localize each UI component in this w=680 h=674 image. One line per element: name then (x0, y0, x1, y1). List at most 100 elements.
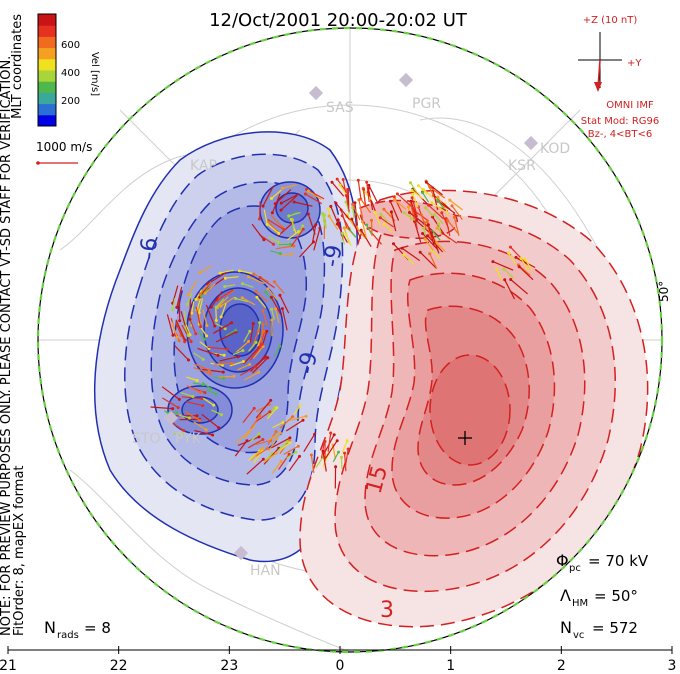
velocity-vector (194, 429, 213, 436)
velocity-vector-origin (264, 290, 268, 294)
velocity-vector (504, 279, 516, 300)
phi-pc-stat: Φ pc = 70 kV (556, 551, 649, 574)
velocity-vector-origin (298, 404, 302, 408)
velocity-vector-origin (426, 234, 430, 238)
contour-label-neg9-b: -9 (294, 350, 322, 376)
velocity-vector-origin (291, 415, 295, 419)
velocity-vector (198, 307, 201, 323)
velocity-vector (422, 233, 439, 251)
velocity-vector (197, 330, 205, 340)
velocity-vector (266, 220, 278, 232)
station-kod: KOD (540, 141, 570, 157)
velocity-vector-origin (334, 465, 338, 469)
velocity-vector (180, 392, 194, 398)
velocity-vector-origin (421, 191, 425, 195)
verification-note: NOTE: FOR PREVIEW PURPOSES ONLY. PLEASE … (0, 56, 14, 636)
velocity-vector-origin (346, 447, 350, 451)
velocity-vectors (150, 177, 536, 489)
velocity-vector-origin (287, 452, 291, 456)
velocity-vector (249, 323, 254, 343)
velocity-vector (243, 347, 260, 365)
velocity-vector-origin (343, 451, 347, 455)
velocity-vector-origin (353, 201, 357, 205)
velocity-vector (358, 199, 364, 219)
velocity-vector-origin (194, 298, 198, 301)
colorbar-segment (38, 81, 56, 93)
velocity-vector-origin (241, 349, 245, 352)
velocity-vector (248, 342, 257, 352)
velocity-vector (396, 193, 413, 208)
velocity-vector-origin (342, 226, 346, 230)
contour-label-neg9-a: -9 (319, 243, 347, 269)
velocity-vector (236, 431, 250, 443)
velocity-vector (185, 323, 191, 336)
velocity-vector-origin (344, 194, 348, 197)
x-tick-label: 21 (0, 658, 17, 674)
velocity-vector (187, 292, 193, 305)
velocity-vector (345, 195, 350, 212)
velocity-vector-origin (367, 183, 371, 187)
velocity-vector (363, 189, 367, 207)
velocity-vector (380, 213, 390, 224)
velocity-vector-origin (258, 414, 262, 418)
velocity-vector (186, 385, 201, 393)
velocity-vector-origin (183, 340, 187, 344)
velocity-vector (264, 452, 277, 463)
velocity-vector (267, 218, 285, 231)
velocity-vector (219, 269, 234, 274)
velocity-vector-origin (261, 322, 265, 326)
velocity-vector-origin (209, 305, 213, 309)
velocity-vector (172, 285, 179, 304)
station-markers (163, 72, 539, 561)
velocity-vector-origin (407, 211, 411, 214)
velocity-vector (271, 437, 291, 449)
velocity-vector-origin (318, 226, 322, 230)
velocity-vector-origin (507, 251, 511, 255)
velocity-vector (345, 233, 352, 246)
velocity-vector-origin (213, 324, 217, 328)
velocity-vector-origin (409, 181, 412, 185)
velocity-vector (441, 212, 450, 229)
velocity-vector (279, 442, 291, 451)
velocity-vector (199, 341, 210, 349)
velocity-vector-origin (211, 433, 215, 437)
velocity-vector-origin (314, 223, 318, 227)
velocity-vector-origin (427, 203, 431, 207)
velocity-vector (251, 357, 269, 374)
velocity-vector (215, 331, 237, 343)
station-sas: SAS (326, 100, 354, 116)
velocity-vector (172, 298, 176, 310)
velocity-vector-origin (178, 319, 182, 323)
velocity-vector (268, 438, 278, 452)
velocity-vector-origin (452, 215, 456, 219)
velocity-vector-origin (171, 308, 175, 312)
velocity-vector-origin (220, 413, 223, 417)
velocity-vector-origin (247, 430, 251, 434)
velocity-vector (520, 258, 530, 271)
velocity-vector-origin (258, 276, 262, 280)
velocity-vector (315, 456, 324, 469)
velocity-vector (341, 215, 351, 231)
velocity-vector-origin (303, 192, 307, 196)
velocity-vector (255, 400, 272, 419)
velocity-vector-origin (416, 184, 420, 188)
colorbar-segment (38, 92, 56, 105)
velocity-vector-origin (268, 410, 272, 414)
velocity-vector-origin (382, 222, 386, 226)
velocity-vector-origin (402, 211, 406, 215)
velocity-vector (303, 433, 316, 453)
velocity-vector (210, 291, 223, 308)
velocity-vector-origin (223, 276, 227, 280)
velocity-vector-origin (495, 267, 499, 271)
velocity-vector (195, 306, 202, 327)
velocity-vector (518, 266, 534, 281)
velocity-vector (356, 227, 367, 240)
velocity-vector-origin (423, 237, 427, 241)
velocity-vector-origin (254, 289, 258, 293)
velocity-vector (420, 214, 428, 231)
velocity-vector-origin (388, 199, 392, 203)
colorbar-label: Vel [m/s] (89, 52, 100, 96)
velocity-vector (273, 281, 285, 294)
velocity-vector-origin (370, 218, 373, 222)
velocity-vector-origin (294, 450, 298, 454)
